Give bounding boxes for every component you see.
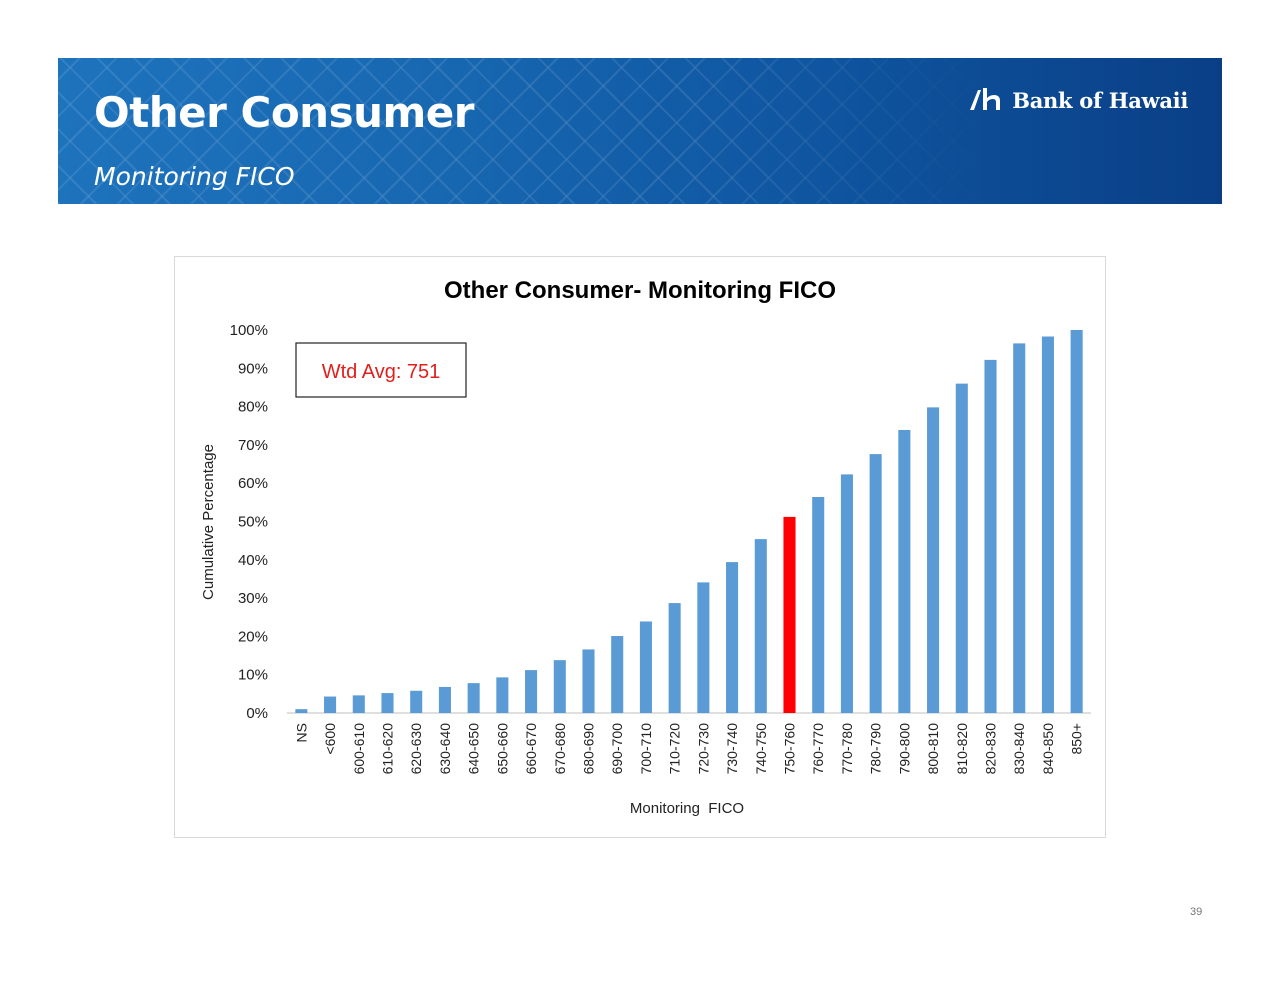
x-tick-label: 620-630 [408, 723, 424, 775]
x-tick-label: 710-720 [667, 723, 683, 775]
bar [352, 695, 365, 713]
bar [553, 660, 566, 713]
bar [639, 621, 652, 713]
bar [582, 649, 595, 713]
x-tick-label: 660-670 [523, 723, 539, 775]
y-tick-label: 0% [246, 705, 268, 722]
y-tick-label: 50% [238, 514, 268, 531]
y-tick-label: 90% [238, 360, 268, 377]
bar [812, 496, 825, 713]
bank-logo-icon [970, 88, 1001, 110]
x-tick-label: 780-790 [868, 723, 884, 775]
fico-chart: Other Consumer- Monitoring FICO 0% 10% 20%… [200, 277, 1091, 817]
wtd-avg-label: Wtd Avg: 751 [322, 361, 441, 383]
y-tick-label: 70% [238, 437, 268, 454]
page-number: 39 [1190, 906, 1203, 918]
chart-title: Other Consumer- Monitoring FICO [444, 277, 836, 304]
bar [898, 429, 911, 713]
x-tick-label: <600 [322, 723, 338, 755]
bar [840, 474, 853, 713]
x-tick-label: 600-610 [351, 723, 367, 775]
x-tick-label: 770-780 [839, 723, 855, 775]
bar [525, 670, 538, 713]
x-tick-label: NS [293, 723, 309, 742]
bar [726, 562, 739, 713]
x-tick-label: 850+ [1069, 723, 1085, 755]
x-tick-label: 820-830 [983, 723, 999, 775]
bar-highlight [783, 516, 796, 713]
y-axis-label: Cumulative Percentage [200, 444, 217, 600]
x-tick-label: 840-850 [1040, 723, 1056, 775]
x-tick-label: 750-760 [782, 723, 798, 775]
x-tick-label: 650-660 [494, 723, 510, 775]
x-tick-label: 700-710 [638, 723, 654, 775]
x-tick-label: 760-770 [810, 723, 826, 775]
y-tick-label: 10% [238, 667, 268, 684]
bar [496, 677, 509, 713]
bar [295, 709, 308, 713]
y-tick-label: 20% [238, 628, 268, 645]
y-tick-label: 60% [238, 475, 268, 492]
x-tick-label: 720-730 [695, 723, 711, 775]
bar [324, 696, 337, 713]
x-axis-label: Monitoring FICO [630, 800, 744, 817]
bar [754, 539, 767, 713]
page-title: Other Consumer [94, 88, 474, 137]
bar [1041, 336, 1054, 713]
bar [927, 407, 940, 713]
y-tick-label: 80% [238, 399, 268, 416]
y-axis-ticks: 0% 10% 20% 30% 40% 50% 60% 70% 80% 90% 100% [230, 322, 268, 722]
chart-container: Other Consumer- Monitoring FICO 0% 10% 20%… [174, 256, 1106, 838]
x-tick-label: 790-800 [896, 723, 912, 775]
y-tick-label: 30% [238, 590, 268, 607]
x-tick-label: 670-680 [552, 723, 568, 775]
x-tick-label: 680-690 [581, 723, 597, 775]
banner-pattern [58, 58, 1222, 204]
bar [1070, 330, 1083, 713]
bar [697, 582, 710, 713]
header-banner: Other Consumer Monitoring FICO Bank of H… [58, 58, 1222, 204]
bar-series [295, 330, 1083, 713]
y-tick-label: 40% [238, 552, 268, 569]
bar [611, 636, 624, 713]
x-tick-label: 640-650 [466, 723, 482, 775]
bar [467, 683, 480, 713]
x-tick-label: 610-620 [380, 723, 396, 775]
x-axis-ticks: NS <600 600-610 610-620 620-630 630-640 640-65… [293, 723, 1084, 775]
y-tick-label: 100% [230, 322, 268, 339]
x-tick-label: 810-820 [954, 723, 970, 775]
bar [984, 359, 997, 713]
wtd-avg-annotation: Wtd Avg: 751 [295, 342, 467, 398]
bar [438, 686, 451, 713]
x-tick-label: 830-840 [1011, 723, 1027, 775]
bank-logo-text: Bank of Hawaii [1012, 87, 1188, 113]
bar [1013, 343, 1026, 713]
bar [668, 603, 681, 713]
bar [869, 454, 882, 713]
wtd-avg-box [295, 342, 467, 398]
bar [955, 383, 968, 713]
bank-logo: Bank of Hawaii [968, 86, 1188, 114]
bar [410, 690, 423, 713]
page-subtitle: Monitoring FICO [94, 162, 295, 191]
x-tick-label: 690-700 [609, 723, 625, 775]
bar [381, 693, 394, 713]
x-tick-label: 740-750 [753, 723, 769, 775]
x-tick-label: 630-640 [437, 723, 453, 775]
x-tick-label: 730-740 [724, 723, 740, 775]
x-tick-label: 800-810 [925, 723, 941, 775]
